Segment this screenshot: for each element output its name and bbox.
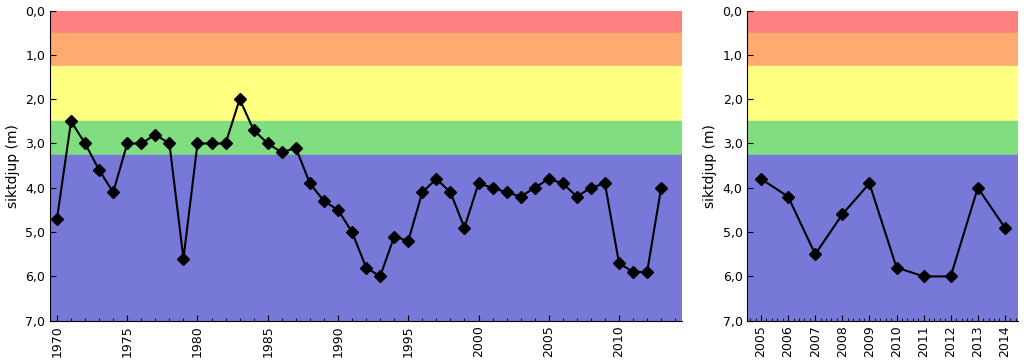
Bar: [50, 11, 682, 33]
Bar: [748, 66, 1019, 121]
Bar: [748, 11, 1019, 33]
Bar: [748, 155, 1019, 321]
Bar: [748, 121, 1019, 155]
Bar: [50, 155, 682, 321]
Bar: [748, 33, 1019, 66]
Y-axis label: siktdjup (m): siktdjup (m): [5, 124, 19, 208]
Bar: [50, 33, 682, 66]
Bar: [50, 121, 682, 155]
Bar: [50, 66, 682, 121]
Y-axis label: siktdjup (m): siktdjup (m): [703, 124, 717, 208]
